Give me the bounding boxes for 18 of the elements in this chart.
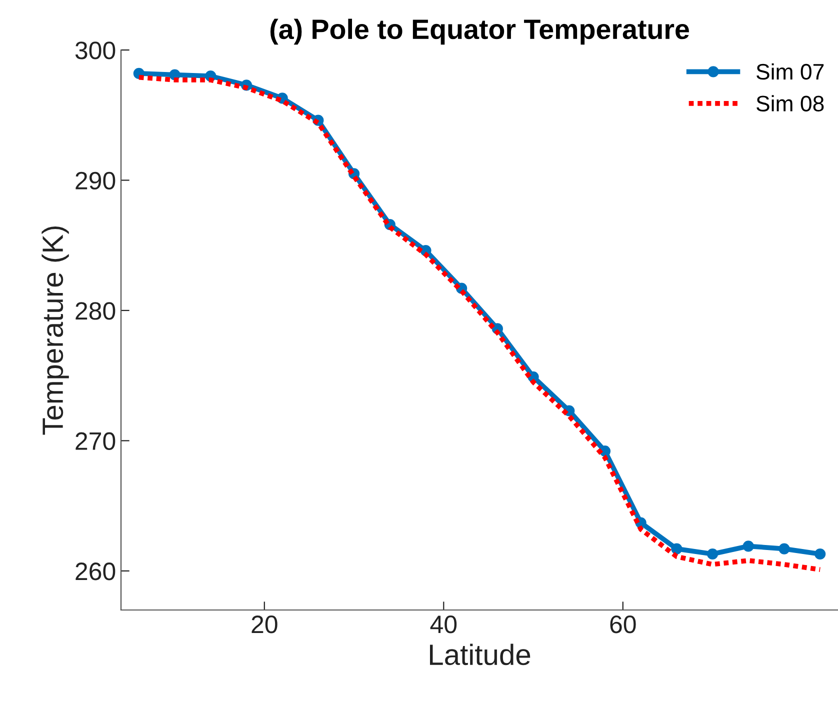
x-tick-label: 20 [252, 616, 278, 634]
legend-label: Sim 08 [756, 95, 824, 112]
y-tick-label: 290 [76, 172, 116, 190]
y-tick-label: 260 [76, 562, 116, 580]
point [742, 540, 754, 552]
point [778, 543, 790, 554]
point [814, 548, 826, 560]
y-axis-title: Temperature (K) [42, 226, 69, 435]
chart-title: (a) Pole to Equator Temperature [270, 18, 689, 45]
legend-label: Sim 07 [756, 63, 824, 80]
point [706, 548, 718, 560]
x-tick-label: 60 [610, 616, 636, 634]
y-tick-label: 270 [76, 432, 116, 450]
y-tick-label: 300 [75, 42, 116, 60]
x-axis-title: Latitude [430, 644, 530, 666]
y-tick-label: 280 [76, 302, 116, 320]
point [671, 543, 682, 554]
x-tick-label: 40 [430, 616, 457, 634]
